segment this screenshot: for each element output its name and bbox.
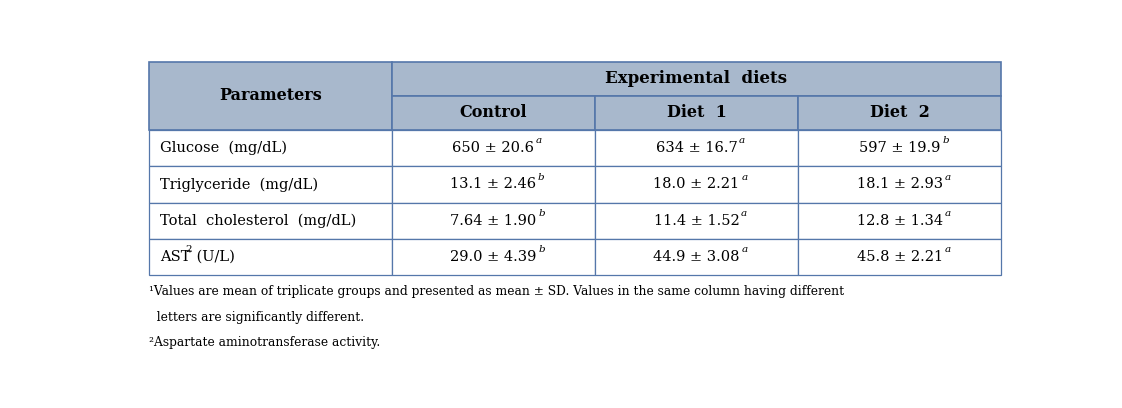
Text: a: a (739, 136, 745, 145)
Text: Glucose  (mg/dL): Glucose (mg/dL) (160, 141, 287, 155)
Bar (798, 96, 1001, 130)
Text: b: b (942, 136, 949, 145)
Bar (392, 166, 595, 202)
Text: 18.1 ± 2.93: 18.1 ± 2.93 (856, 177, 942, 191)
Text: 18.0 ± 2.21: 18.0 ± 2.21 (653, 177, 739, 191)
Text: a: a (945, 209, 950, 218)
Text: b: b (537, 173, 544, 182)
Text: 597 ± 19.9: 597 ± 19.9 (859, 141, 940, 155)
Text: Experimental  diets: Experimental diets (606, 70, 788, 87)
Text: 12.8 ± 1.34: 12.8 ± 1.34 (856, 214, 942, 228)
Text: 634 ± 16.7: 634 ± 16.7 (655, 141, 737, 155)
Bar (595, 96, 798, 130)
Text: 29.0 ± 4.39: 29.0 ± 4.39 (450, 250, 536, 264)
Text: 44.9 ± 3.08: 44.9 ± 3.08 (653, 250, 739, 264)
Text: 45.8 ± 2.21: 45.8 ± 2.21 (856, 250, 942, 264)
Bar (595, 130, 798, 166)
Text: b: b (539, 209, 544, 218)
Text: Triglyceride  (mg/dL): Triglyceride (mg/dL) (160, 177, 319, 192)
Text: a: a (536, 136, 542, 145)
Text: a: a (945, 173, 950, 182)
Bar (149, 62, 392, 130)
Text: 7.64 ± 1.90: 7.64 ± 1.90 (450, 214, 536, 228)
Bar (798, 130, 1001, 166)
Bar (392, 239, 595, 275)
Bar (798, 202, 1001, 239)
Text: letters are significantly different.: letters are significantly different. (149, 311, 364, 324)
Bar (149, 239, 392, 275)
Text: (U/L): (U/L) (192, 250, 234, 264)
Text: a: a (742, 245, 747, 254)
Bar (798, 239, 1001, 275)
Text: ²Aspartate aminotransferase activity.: ²Aspartate aminotransferase activity. (149, 337, 380, 349)
Text: Control: Control (460, 104, 527, 121)
Bar (595, 239, 798, 275)
Bar (595, 202, 798, 239)
Bar (798, 166, 1001, 202)
Text: 2: 2 (185, 245, 192, 254)
Bar (149, 130, 392, 166)
Text: 650 ± 20.6: 650 ± 20.6 (452, 141, 534, 155)
Bar (149, 166, 392, 202)
Text: ¹Values are mean of triplicate groups and presented as mean ± SD. Values in the : ¹Values are mean of triplicate groups an… (149, 285, 844, 297)
Text: 11.4 ± 1.52: 11.4 ± 1.52 (654, 214, 739, 228)
Bar (392, 62, 1001, 96)
Bar (392, 130, 595, 166)
Text: Total  cholesterol  (mg/dL): Total cholesterol (mg/dL) (160, 213, 357, 228)
Text: a: a (945, 245, 950, 254)
Text: a: a (741, 209, 747, 218)
Text: a: a (742, 173, 747, 182)
Bar (392, 96, 595, 130)
Text: 13.1 ± 2.46: 13.1 ± 2.46 (450, 177, 536, 191)
Text: b: b (539, 245, 545, 254)
Bar (595, 166, 798, 202)
Text: Parameters: Parameters (219, 87, 322, 104)
Text: Diet  2: Diet 2 (870, 104, 930, 121)
Bar (392, 202, 595, 239)
Text: Diet  1: Diet 1 (666, 104, 726, 121)
Bar (149, 202, 392, 239)
Text: AST: AST (160, 250, 191, 264)
